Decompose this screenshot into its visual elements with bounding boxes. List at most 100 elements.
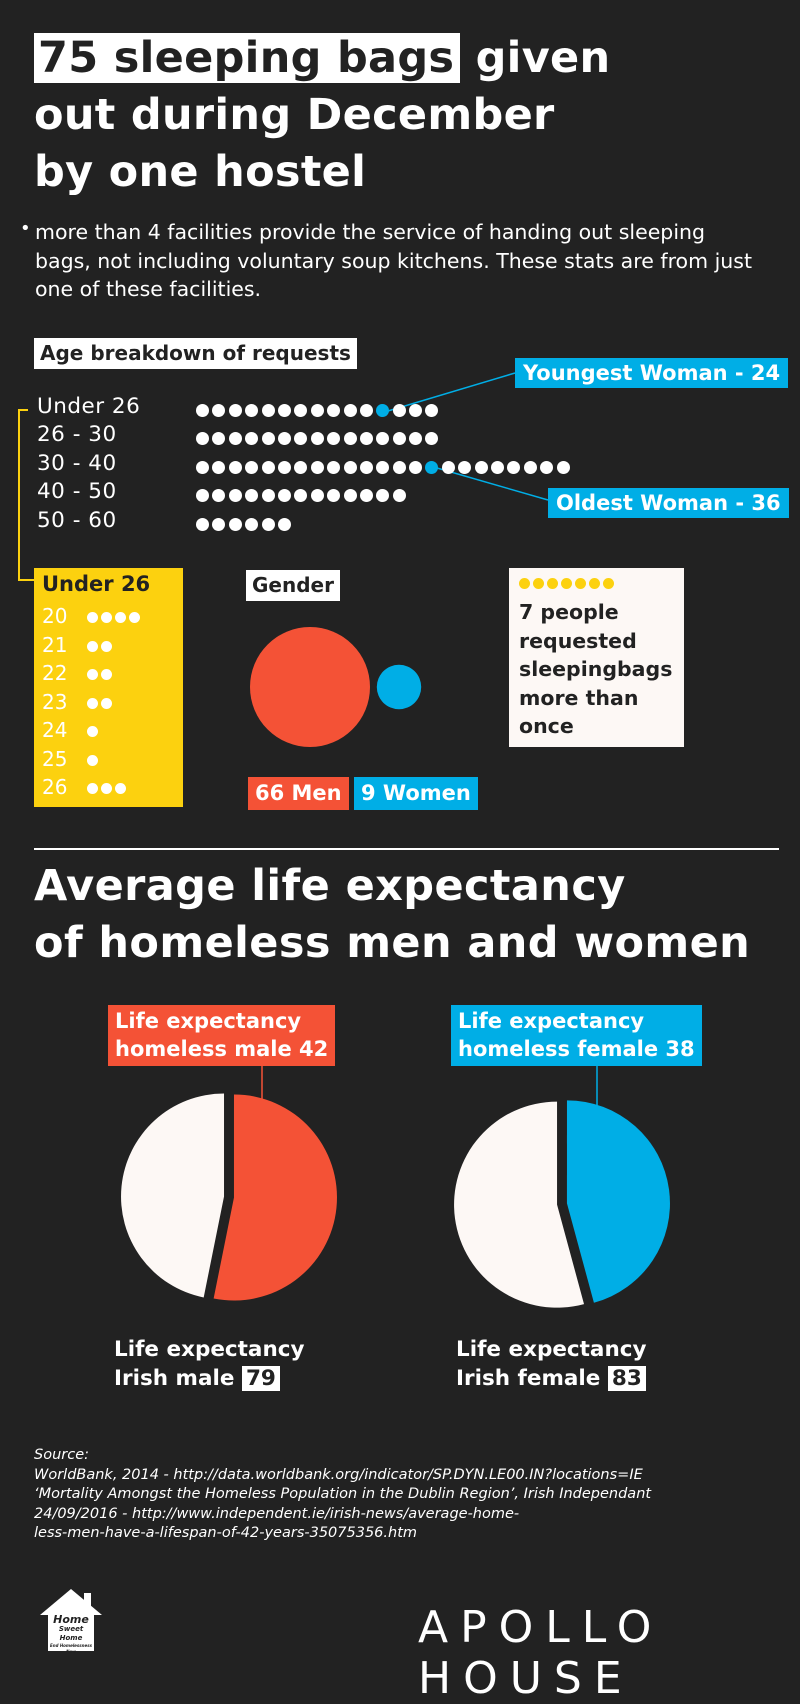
female-tag-line2: homeless female 38 [458, 1037, 695, 1061]
age-row-label: 30 - 40 [37, 451, 117, 476]
bullet-text: more than 4 facilities provide the servi… [35, 220, 752, 301]
page-title: 75 sleeping bags given out during Decemb… [34, 30, 610, 201]
person-dot [277, 489, 291, 502]
title-line1-rest: given [460, 33, 611, 83]
person-dot [212, 404, 226, 417]
under26-age-dots [87, 726, 101, 745]
person-dot [310, 432, 324, 445]
person-dot [245, 432, 259, 445]
apollo-house-logo: APOLLO HOUSE [418, 1602, 664, 1704]
person-dot [129, 612, 140, 623]
person-dot [310, 404, 324, 417]
life-expectancy-pies [121, 1060, 670, 1308]
person-dot [87, 783, 98, 794]
person-dot [196, 432, 209, 445]
male-remaining-slice [121, 1093, 225, 1298]
person-dot [474, 461, 488, 474]
person-dot [327, 461, 341, 474]
logo-small-line3: End Homelessness Now [50, 1643, 92, 1654]
oldest-connector-line [436, 467, 549, 501]
repeat-person-dot [519, 578, 530, 589]
under26-age-label: 23 [42, 689, 68, 714]
under26-age-dots [87, 669, 115, 688]
person-dot [87, 697, 98, 709]
person-dot [228, 404, 242, 417]
person-dot [277, 461, 291, 474]
repeat-person-dot [547, 578, 558, 589]
youngest-connector-line [387, 372, 516, 412]
under26-age-label: 24 [42, 718, 68, 742]
source-line3[interactable]: 24/09/2016 - http://www.independent.ie/i… [34, 1505, 520, 1522]
person-dot [409, 461, 423, 474]
person-dot [343, 489, 357, 502]
repeat-requests-text: 7 people requested sleepingbags more tha… [519, 600, 673, 738]
under26-age-label: 21 [42, 632, 68, 657]
under26-age-label: 25 [42, 746, 68, 771]
callout-connectors [18, 372, 549, 581]
repeat-person-dot [533, 578, 544, 589]
person-dot [540, 461, 554, 474]
age-row-label: 50 - 60 [37, 508, 117, 533]
person-dot [212, 461, 226, 474]
female-pie [454, 1100, 670, 1308]
life-expectancy-heading: Average life expectancy of homeless men … [34, 858, 750, 972]
person-dot [310, 461, 324, 474]
age-row-dots [196, 518, 294, 532]
person-dot [376, 489, 390, 502]
person-dot [392, 432, 406, 445]
age-row-dots [196, 489, 409, 503]
logo-small-line1: Home [53, 1613, 89, 1626]
person-dot [441, 461, 455, 474]
source-line4[interactable]: less-men-have-a-lifespan-of-42-years-350… [34, 1525, 418, 1541]
men-count-tag: 66 Men [248, 777, 349, 810]
men-circle [250, 627, 370, 747]
under26-age-dots [87, 612, 143, 631]
under26-age-label: 22 [42, 661, 68, 685]
repeat-person-dot [589, 578, 600, 589]
person-dot [87, 612, 98, 623]
house-icon [40, 1589, 102, 1651]
women-circle [376, 664, 422, 710]
female-homeless-tag: Life expectancy homeless female 38 [451, 1005, 702, 1066]
person-dot [87, 669, 98, 680]
logo-small-line2: Sweet Home [58, 1625, 84, 1642]
person-dot [294, 461, 308, 474]
under26-box-title: Under 26 [42, 572, 151, 596]
person-dot [115, 612, 126, 623]
person-dot [359, 461, 373, 474]
irish-male-value: 79 [241, 1366, 280, 1391]
person-dot [196, 518, 209, 531]
bullet-marker: • [20, 218, 31, 239]
intro-bullet: • more than 4 facilities provide the ser… [20, 218, 760, 304]
person-dot [245, 461, 259, 474]
source-line1[interactable]: WorldBank, 2014 - http://data.worldbank.… [34, 1466, 643, 1483]
oldest-woman-callout: Oldest Woman - 36 [548, 488, 789, 518]
person-dot [425, 404, 439, 417]
male-tag-line2: homeless male 42 [115, 1037, 329, 1061]
under26-age-dots [87, 783, 129, 802]
person-dot [101, 783, 112, 794]
section-divider [34, 848, 779, 850]
person-dot [101, 669, 112, 680]
person-dot [376, 432, 390, 445]
repeat-requests-dots [519, 578, 617, 597]
under26-box: Under 26 20 21 22 23 24 25 26 [34, 568, 183, 807]
male-tag-line1: Life expectancy [115, 1009, 302, 1033]
person-dot [359, 489, 373, 502]
female-irish-caption: Life expectancy Irish female 83 [456, 1335, 647, 1393]
woman-dot [376, 404, 390, 417]
person-dot [196, 404, 209, 417]
person-dot [294, 432, 308, 445]
life-heading-line1: Average life expectancy [34, 861, 626, 911]
person-dot [359, 404, 373, 417]
person-dot [228, 461, 242, 474]
age-row-dots [196, 461, 573, 475]
person-dot [228, 518, 242, 531]
logo-small-text: Home Sweet Home End Homelessness Now [48, 1614, 94, 1655]
person-dot [212, 518, 226, 531]
person-dot [87, 640, 98, 652]
person-dot [392, 461, 406, 474]
person-dot [327, 432, 341, 445]
person-dot [409, 432, 423, 445]
male-caption-line1: Life expectancy [114, 1337, 305, 1362]
